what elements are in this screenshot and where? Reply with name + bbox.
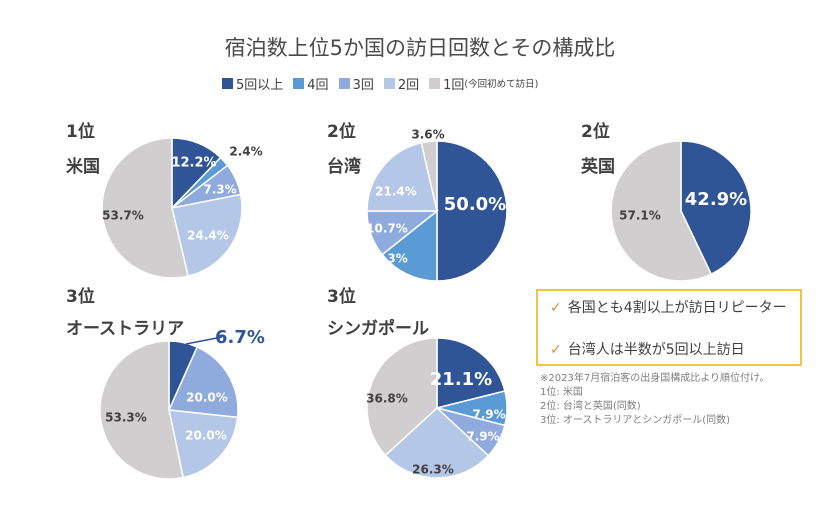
pie-slice: [420, 140, 438, 212]
rank-label: 1位: [66, 122, 95, 142]
slice-label: 20.0%: [186, 391, 228, 405]
country-label: 台湾: [327, 157, 361, 177]
slice-label: 10.7%: [366, 222, 408, 236]
pie-slice: [381, 209, 438, 282]
slice-label: 42.9%: [685, 189, 747, 210]
slice-label: 2.4%: [229, 145, 262, 159]
legend-swatch: [429, 77, 441, 89]
slice-label: 7.9%: [472, 408, 505, 422]
callout-text: 各国とも4割以上が訪日リピーター: [567, 300, 787, 316]
rank-label: 2位: [581, 122, 610, 142]
callout-box: ✓ 各国とも4割以上が訪日リピーター ✓ 台湾人は半数が5回以上訪日: [536, 289, 802, 366]
slice-label: 53.7%: [102, 209, 144, 223]
legend-label: 3回: [352, 77, 374, 93]
slice-label: 50.0%: [444, 194, 506, 215]
slice-label: 20.0%: [185, 429, 227, 443]
chart-title: 宿泊数上位5か国の訪日回数とその構成比: [224, 36, 616, 60]
rank-label: 3位: [66, 287, 95, 307]
callout-text: 台湾人は半数が5回以上訪日: [567, 342, 745, 358]
legend-swatch: [293, 77, 305, 89]
legend: 5回以上 4回 3回 2回 1回 (今回初めて訪日): [222, 74, 548, 93]
pie-slice: [99, 340, 185, 480]
pie-slice: [366, 141, 438, 212]
legend-note: (今回初めて訪日): [464, 79, 539, 90]
footnote: 1位: 米国: [540, 387, 583, 398]
slice-label: 24.4%: [187, 229, 229, 243]
slice-label: 7.3%: [203, 183, 236, 197]
legend-label: 4回: [307, 77, 329, 93]
slice-label: 53.3%: [105, 411, 147, 425]
legend-swatch: [383, 77, 395, 89]
slice-label: 21.1%: [430, 369, 492, 390]
legend-swatch: [338, 77, 350, 89]
slice-label: 36.8%: [366, 392, 408, 406]
slice-label: 21.4%: [375, 185, 417, 199]
slice-label: 7.9%: [466, 430, 499, 444]
pie-slice: [436, 140, 508, 282]
pie-slice: [436, 337, 506, 409]
check-icon: ✓: [550, 300, 562, 316]
slice-label: 26.3%: [412, 463, 454, 477]
pie-slice: [168, 409, 239, 479]
pie-slice: [366, 337, 438, 457]
footnotes: ※2023年7月宿泊客の出身国構成比より順位付け。 1位: 米国 2位: 台湾と…: [540, 372, 770, 428]
slice-label: 14.3%: [366, 252, 408, 266]
callout-line: ✓ 各国とも4割以上が訪日リピーター: [550, 297, 787, 317]
country-label: 英国: [581, 157, 615, 177]
slice-label: 12.2%: [171, 156, 216, 171]
pie-slice: [384, 406, 490, 479]
country-label: オーストラリア: [66, 319, 185, 339]
rank-label: 3位: [327, 287, 356, 307]
legend-swatch: [222, 77, 233, 89]
rank-label: 2位: [327, 122, 356, 142]
country-label: 米国: [66, 157, 100, 177]
pie-slice: [101, 137, 190, 279]
legend-item-5plus: 5回以上: [222, 74, 283, 93]
pie-slice: [680, 140, 752, 276]
slice-label: 3.6%: [411, 128, 444, 142]
legend-label: 1回: [443, 77, 465, 93]
pie-slice: [171, 193, 243, 278]
country-label: シンガポール: [327, 319, 429, 339]
leader-line: [185, 336, 223, 345]
slice-label: 57.1%: [619, 209, 661, 223]
footnote: 2位: 台湾と英国(同数): [540, 401, 641, 412]
legend-item-1: 1回 (今回初めて訪日): [429, 74, 538, 93]
legend-label: 2回: [397, 77, 420, 93]
pie-slice: [167, 346, 239, 419]
legend-item-2: 2回: [383, 74, 420, 93]
slice-label: 6.7%: [215, 327, 265, 348]
legend-label: 5回以上: [236, 77, 284, 93]
footnote: ※2023年7月宿泊客の出身国構成比より順位付け。: [540, 373, 770, 384]
pie-slice: [610, 140, 713, 282]
check-icon: ✓: [550, 342, 562, 358]
legend-item-4: 4回: [293, 74, 329, 93]
legend-item-3: 3回: [338, 74, 374, 93]
callout-line: ✓ 台湾人は半数が5回以上訪日: [550, 339, 745, 359]
footnote: 3位: オーストラリアとシンガポール(同数): [540, 415, 731, 426]
